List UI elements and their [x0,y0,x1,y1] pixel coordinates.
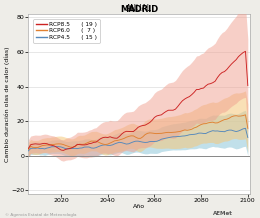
X-axis label: Año: Año [133,204,145,209]
Text: ANUAL: ANUAL [126,4,152,13]
Title: MADRID: MADRID [120,5,158,14]
Y-axis label: Cambio duración olas de calor (días): Cambio duración olas de calor (días) [4,46,10,162]
Text: AEMet: AEMet [213,211,233,216]
Legend: RCP8.5      ( 19 ), RCP6.0      (  7 ), RCP4.5      ( 15 ): RCP8.5 ( 19 ), RCP6.0 ( 7 ), RCP4.5 ( 15… [34,19,100,43]
Text: © Agencia Estatal de Meteorología: © Agencia Estatal de Meteorología [5,213,77,217]
